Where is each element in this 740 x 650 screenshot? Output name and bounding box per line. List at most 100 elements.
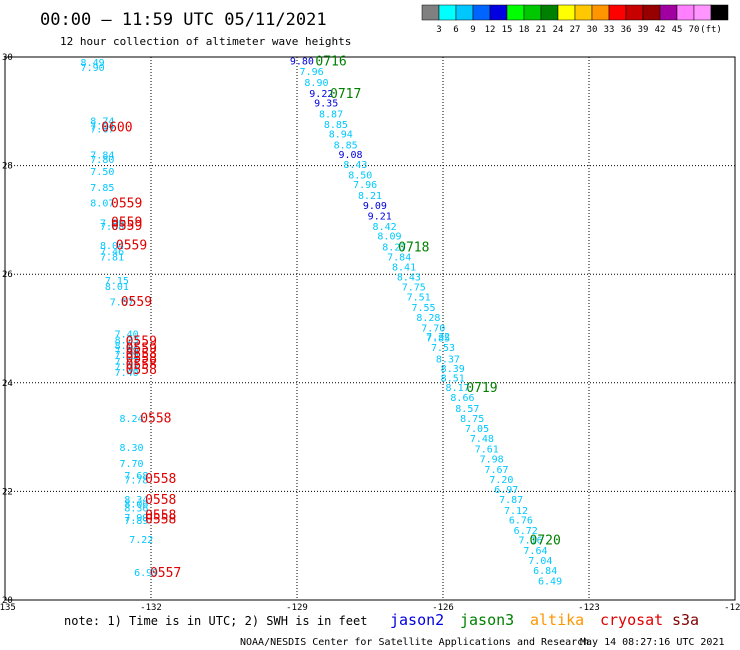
swh-value-label: 6.97 <box>494 485 518 496</box>
colorbar-swatch <box>455 4 474 21</box>
plot-frame <box>4 56 736 601</box>
swh-value-label: 7.05 <box>465 424 489 435</box>
pass-time-label: 0557 <box>150 566 181 581</box>
swh-value-label: 6.72 <box>514 526 538 537</box>
colorbar-label: 12 <box>485 25 496 35</box>
satellite-legend-item: jason3 <box>460 611 514 629</box>
satellite-legend-item: jason2 <box>390 611 444 629</box>
swh-value-label: 7.98 <box>480 454 504 465</box>
colorbar-label: 42 <box>655 25 666 35</box>
swh-value-label: 7.32 <box>426 332 450 343</box>
swh-value-label: 7.85 <box>90 183 114 194</box>
swh-value-label: 8.34 <box>124 495 148 506</box>
x-tick-label: -135 <box>0 603 16 613</box>
swh-value-label: 8.17 <box>446 383 470 394</box>
y-tick-label: 24 <box>2 379 13 389</box>
swh-value-label: 9.80 <box>290 56 314 67</box>
pass-time-label: 0558 <box>126 351 157 366</box>
swh-value-label: 7.22 <box>129 535 153 546</box>
swh-value-label: 7.85 <box>426 334 450 345</box>
units-note: note: 1) Time is in UTC; 2) SWH is in fe… <box>64 614 367 628</box>
swh-value-label: 7.64 <box>523 546 547 557</box>
swh-value-label: 8.51 <box>441 373 465 384</box>
y-axis-ticks: 20 22 24 26 28 30 <box>2 53 13 606</box>
swh-value-label: 8.01 <box>105 282 129 293</box>
satellite-legend-item: s3a <box>672 611 699 629</box>
pass-time-label: 0558 <box>140 412 171 427</box>
swh-value-label: 7.50 <box>90 167 114 178</box>
swh-value-label: 7.67 <box>484 465 508 476</box>
swh-value-label: 7.81 <box>100 252 124 263</box>
x-tick-label: -132 <box>140 603 162 613</box>
swh-value-label: 7.48 <box>470 434 494 445</box>
pass-time-label: 0559 <box>116 238 147 253</box>
colorbar-swatch <box>676 4 695 21</box>
swh-value-label: 7.75 <box>402 283 426 294</box>
timestamp-text: May 14 08:27:16 UTC 2021 <box>580 637 725 648</box>
swh-value-label: 8.24 <box>119 414 143 425</box>
swh-value-label: 9.21 <box>368 212 392 223</box>
swh-value-label: 8.04 <box>100 241 124 252</box>
pass-time-label: 0719 <box>466 381 497 396</box>
credit-text: NOAA/NESDIS Center for Satellite Applica… <box>240 637 589 648</box>
swh-value-label: 7.46 <box>100 247 124 258</box>
pass-time-label: 0558 <box>145 472 176 487</box>
colorbar-swatch <box>642 4 661 21</box>
pass-time-label: 0717 <box>330 87 361 102</box>
swh-value-label: 8.02 <box>115 341 139 352</box>
swh-value-label: 7.55 <box>411 303 435 314</box>
colorbar-swatch <box>591 4 610 21</box>
swh-value-label: 7.84 <box>90 151 114 162</box>
satellite-legend-item: cryosat <box>600 611 663 629</box>
swh-value-label: 8.90 <box>304 78 328 89</box>
swh-value-label: 7.04 <box>528 556 552 567</box>
swh-value-label: 7.70 <box>421 323 445 334</box>
colorbar-label: 45 <box>672 25 683 35</box>
pass-time-label: 0720 <box>530 534 561 549</box>
swh-value-label: 8.39 <box>441 364 465 375</box>
swh-value-label: 9.35 <box>314 99 338 110</box>
colorbar-label: (ft) <box>700 25 722 35</box>
colorbar-label: 30 <box>587 25 598 35</box>
swh-value-label: 9.08 <box>338 150 362 161</box>
swh-value-label: 8.43 <box>343 160 367 171</box>
satellite-legend: jason2 jason3 altika cryosat s3a <box>390 611 699 629</box>
swh-value-label: 7.96 <box>353 180 377 191</box>
pass-time-label: 0558 <box>126 363 157 378</box>
colorbar-swatch <box>710 4 729 21</box>
colorbar-swatch <box>625 4 644 21</box>
swh-value-label: 7.51 <box>407 292 431 303</box>
swh-value-label: 7.70 <box>119 459 143 470</box>
swh-value-label: 8.66 <box>450 393 474 404</box>
x-tick-label: -120 <box>724 603 740 613</box>
pass-time-label: 0559 <box>111 197 142 212</box>
swh-value-label: 7.39 <box>115 350 139 361</box>
colorbar-swatch <box>421 4 440 21</box>
x-tick-label: -126 <box>432 603 454 613</box>
swh-value-label: 7.57 <box>110 297 134 308</box>
colorbar-swatch <box>540 4 559 21</box>
swh-value-label: 8.94 <box>329 130 353 141</box>
swh-value-label: 8.57 <box>455 404 479 415</box>
pass-time-label: 0600 <box>101 121 132 136</box>
colorbar-swatch <box>438 4 457 21</box>
colorbar-label: 24 <box>553 25 564 35</box>
x-axis-ticks: -135 -132 -129 -126 -123 -120 <box>0 603 740 613</box>
swh-value-label: 8.06 <box>124 499 148 510</box>
colorbar-swatch <box>489 4 508 21</box>
swh-value-label: 8.74 <box>90 117 114 128</box>
swh-value-label: 9.09 <box>363 201 387 212</box>
swh-value-label: 7.15 <box>105 276 129 287</box>
swh-value-label: 7.96 <box>300 67 324 78</box>
pass-time-label: 0559 <box>126 334 157 349</box>
colorbar-swatch <box>523 4 542 21</box>
swh-value-label: 7.88 <box>100 222 124 233</box>
pass-time-label: 0559 <box>121 295 152 310</box>
pass-time-label: 0716 <box>315 54 346 69</box>
x-tick-label: -129 <box>286 603 308 613</box>
swh-colorbar: 3 6 9 12 15 18 21 24 27 30 33 36 39 42 45 70 (ft) <box>421 4 729 35</box>
swh-value-label: 8.36 <box>124 504 148 515</box>
swh-value-label: 7.67 <box>90 125 114 136</box>
swh-value-label: 7.59 <box>115 346 139 357</box>
swh-value-label: 8.37 <box>436 354 460 365</box>
